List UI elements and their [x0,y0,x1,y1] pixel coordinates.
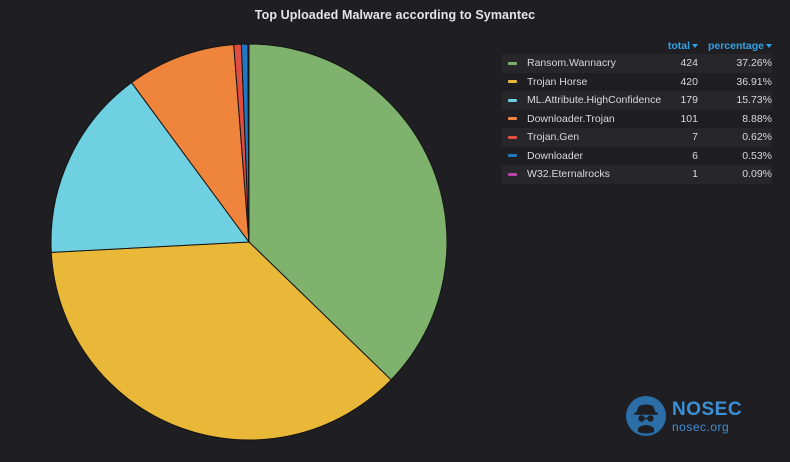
legend-rows: Ransom.Wannacry 424 37.26% Trojan Horse 420 3… [502,54,772,184]
legend-percentage-value: 15.73% [736,94,772,107]
legend-total-value: 101 [680,112,698,125]
legend-percentage-value: 8.88% [742,112,772,125]
pie-slice-w32-eternalrocks[interactable] [247,43,250,243]
series-color-swatch[interactable] [508,80,517,84]
legend-table: total percentage Ransom.Wannacry 424 37.26… [502,38,772,184]
legend-label[interactable]: Trojan.Gen [527,131,580,144]
spy-icon [626,396,666,436]
legend-percentage-value: 36.91% [736,75,772,88]
legend-row[interactable]: W32.Eternalrocks 1 0.09% [502,165,772,184]
legend-label[interactable]: ML.Attribute.HighConfidence [527,94,662,107]
legend-percentage-value: 0.09% [742,168,772,181]
legend-total-value: 1 [692,168,698,181]
nosec-logo: NOSEC nosec.org [626,396,742,436]
legend-label[interactable]: Downloader [527,149,584,162]
pie-slice-downloader-trojan[interactable] [130,44,250,244]
total-header-label: total [667,40,690,52]
series-color-swatch[interactable] [508,154,517,158]
legend-row[interactable]: Ransom.Wannacry 424 37.26% [502,54,772,73]
logo-domain: nosec.org [672,419,730,434]
legend-row[interactable]: Trojan Horse 420 36.91% [502,72,772,91]
legend-percentage-value: 0.62% [742,131,772,144]
sort-caret-icon [692,44,698,48]
logo-name: NOSEC [672,398,743,420]
sort-total-header[interactable]: total [660,40,698,52]
legend-total-value: 6 [692,149,698,162]
series-color-swatch[interactable] [508,135,517,139]
legend-total-value: 179 [680,94,698,107]
legend-total-value: 424 [680,57,698,70]
pie-slice-trojan-horse[interactable] [50,241,392,441]
legend-total-value: 7 [692,131,698,144]
sort-caret-icon [766,44,772,48]
legend-percentage-value: 37.26% [736,57,772,70]
legend-label[interactable]: Trojan Horse [527,75,588,88]
legend-row[interactable]: Downloader.Trojan 101 8.88% [502,109,772,128]
legend-total-value: 420 [680,75,698,88]
percentage-header-label: percentage [707,40,764,52]
legend-percentage-value: 0.53% [742,149,772,162]
legend-row[interactable]: Downloader 6 0.53% [502,146,772,165]
legend-row[interactable]: Trojan.Gen 7 0.62% [502,128,772,147]
pie-slice-ml-attribute-highconfidence[interactable] [50,81,250,253]
panel-title[interactable]: Top Uploaded Malware according to Symant… [254,8,536,22]
legend-label[interactable]: W32.Eternalrocks [527,168,610,181]
legend-label[interactable]: Ransom.Wannacry [527,57,616,70]
sort-percentage-header[interactable]: percentage [706,40,772,52]
legend-row[interactable]: ML.Attribute.HighConfidence 179 15.73% [502,91,772,110]
pie-slice-ransom-wannacry[interactable] [248,43,448,381]
series-color-swatch[interactable] [508,172,517,176]
pie-chart [50,43,448,441]
series-color-swatch[interactable] [508,117,517,121]
series-color-swatch[interactable] [508,98,517,102]
legend-header: total percentage [502,38,772,54]
legend-label[interactable]: Downloader.Trojan [527,112,615,125]
series-color-swatch[interactable] [508,61,517,65]
